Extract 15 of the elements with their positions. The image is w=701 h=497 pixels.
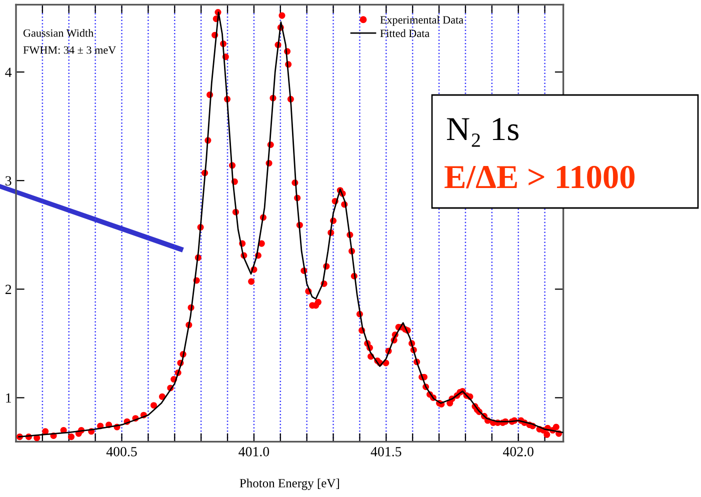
y-tick-label: 1 [6, 393, 11, 403]
y-tick-label: 3 [6, 176, 12, 186]
annotation: E/ΔE > 11000 [444, 166, 635, 188]
x-tick-label: 402.0 [503, 446, 534, 456]
x-axis-title: Photon Energy [eV] [240, 478, 339, 490]
annotation: Gaussian Width [23, 28, 94, 37]
y-tick-label: 2 [6, 284, 12, 294]
x-tick-label: 400.5 [106, 446, 137, 456]
annotation: FWHM: 34 ± 3 meV [23, 46, 116, 54]
legend-label: Fitted Data [380, 29, 430, 38]
x-tick-label: 401.5 [370, 446, 402, 456]
y-tick-label: 4 [5, 68, 12, 77]
legend-label: Experimental Data [380, 16, 464, 26]
x-tick-label: 401.0 [238, 446, 270, 456]
annotation: N₂ 1s [446, 118, 518, 147]
